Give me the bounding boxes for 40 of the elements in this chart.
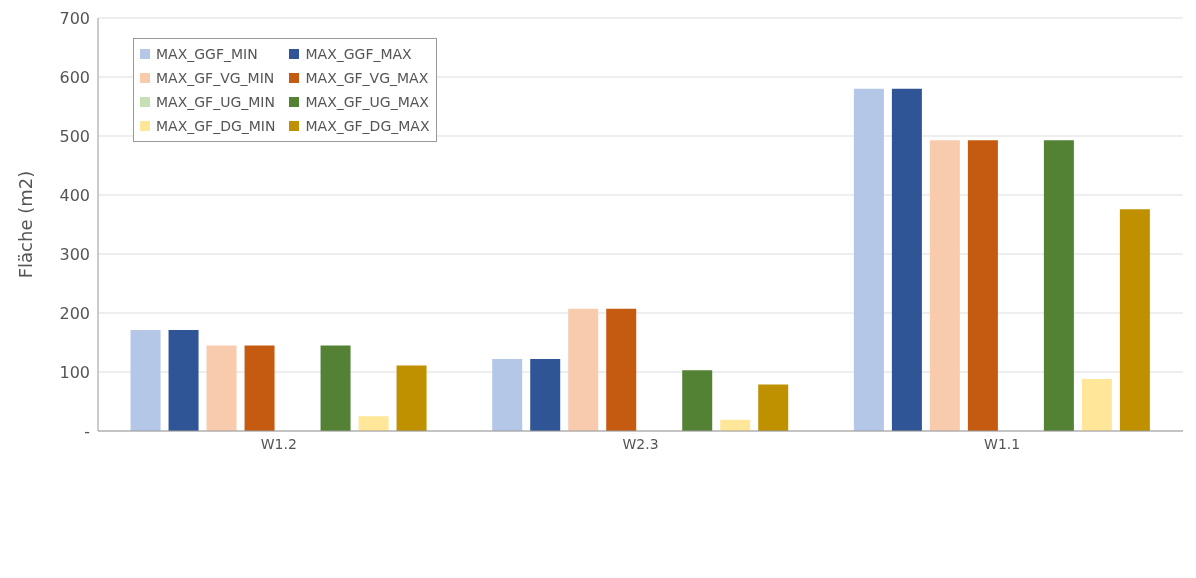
x-tick-label: W2.3 bbox=[622, 435, 659, 452]
y-tick-label: 500 bbox=[59, 126, 90, 146]
bar bbox=[1043, 140, 1074, 431]
y-tick-label: 200 bbox=[59, 303, 90, 323]
bar bbox=[320, 345, 351, 431]
bar bbox=[530, 359, 561, 431]
legend-label: MAX_GF_VG_MIN bbox=[156, 70, 275, 86]
y-axis-title: Fläche (m2) bbox=[15, 170, 37, 279]
y-tick-label: 400 bbox=[59, 185, 90, 205]
bar bbox=[606, 308, 637, 431]
bar bbox=[206, 345, 237, 431]
bar bbox=[891, 88, 922, 431]
bar bbox=[130, 330, 161, 431]
y-tick-label: - bbox=[84, 421, 90, 441]
y-tick-label: 300 bbox=[59, 244, 90, 264]
bar bbox=[396, 365, 427, 431]
bar bbox=[967, 140, 998, 431]
y-tick-label: 700 bbox=[59, 8, 90, 28]
legend-label: MAX_GF_UG_MAX bbox=[305, 94, 429, 110]
bar bbox=[568, 308, 599, 431]
bar bbox=[929, 140, 960, 431]
legend-label: MAX_GF_DG_MIN bbox=[156, 118, 276, 134]
bar bbox=[244, 345, 275, 431]
x-tick-label: W1.1 bbox=[984, 435, 1021, 452]
bar bbox=[168, 330, 199, 431]
bar bbox=[492, 359, 523, 431]
bar bbox=[1119, 209, 1150, 431]
bar bbox=[358, 416, 389, 431]
legend-label: MAX_GF_UG_MIN bbox=[156, 94, 275, 110]
bar bbox=[1081, 379, 1112, 431]
legend-label: MAX_GF_VG_MAX bbox=[305, 70, 429, 86]
x-tick-label: W1.2 bbox=[260, 435, 297, 452]
legend-label: MAX_GGF_MAX bbox=[305, 46, 412, 62]
legend-label: MAX_GGF_MIN bbox=[156, 46, 258, 62]
bar bbox=[758, 384, 789, 431]
legend-label: MAX_GF_DG_MAX bbox=[305, 118, 430, 134]
bar bbox=[853, 88, 884, 431]
bar bbox=[682, 370, 713, 431]
y-tick-label: 100 bbox=[59, 362, 90, 382]
y-tick-label: 600 bbox=[59, 67, 90, 87]
